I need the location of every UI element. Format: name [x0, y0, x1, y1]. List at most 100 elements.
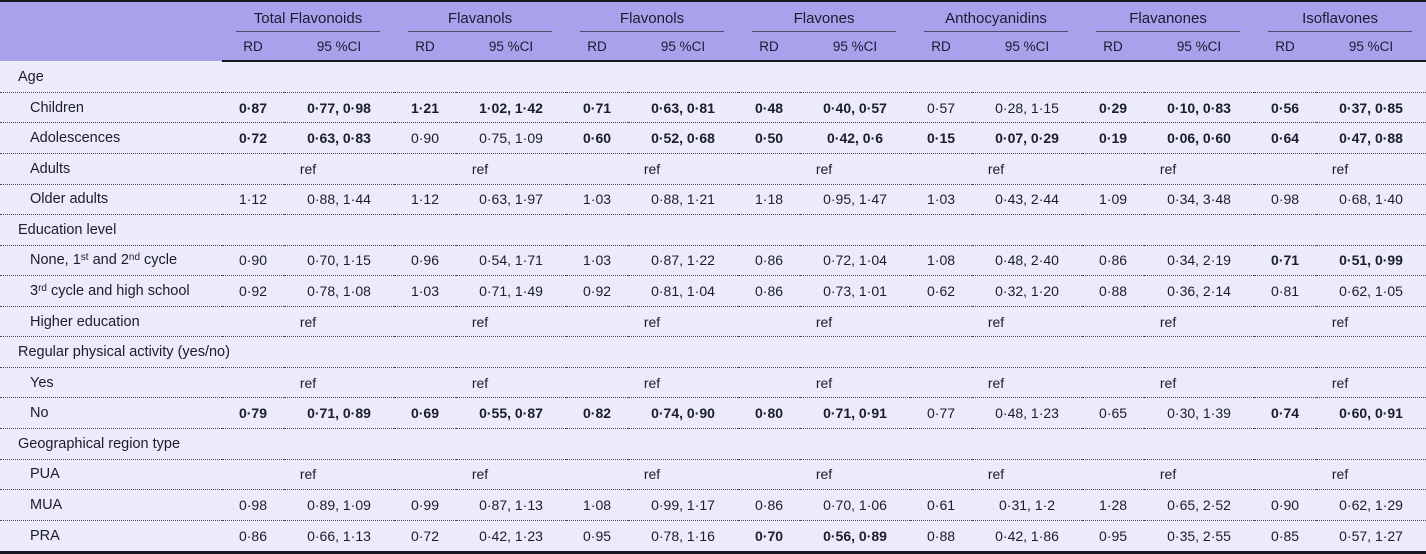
ci-value: 0·42, 0·6: [800, 122, 911, 154]
section-header-row: Education level: [0, 214, 1426, 246]
column-group-header: Anthocyanidins: [910, 1, 1083, 32]
rd-value: 0·56: [1254, 91, 1317, 123]
section-header-row: Geographical region type: [0, 427, 1426, 459]
rd-value: 0·50: [738, 122, 801, 154]
ref-cell: ref: [738, 458, 911, 490]
ref-cell: ref: [910, 153, 1083, 185]
ref-cell: ref: [1082, 458, 1255, 490]
rd-header: RD: [566, 32, 629, 62]
ci-value: 0·36, 2·14: [1144, 275, 1255, 307]
ci-value: 0·07, 0·29: [972, 122, 1083, 154]
ci-value: 0·66, 1·13: [284, 519, 394, 553]
rd-value: 1·03: [910, 183, 973, 215]
section-header-label: Age: [18, 68, 44, 85]
table-row: Adolescences 0·72 0·63, 0·83 0·90 0·75, 1·09…: [0, 122, 1426, 154]
row-label-text: Higher education: [30, 313, 140, 330]
rd-value: 0·57: [910, 91, 973, 123]
row-label-text: cycle and high school: [46, 282, 190, 299]
rd-value: 0·48: [738, 91, 801, 123]
row-label-superscript: rd: [38, 282, 47, 294]
column-group-underline: Flavonols: [580, 4, 725, 32]
rd-header: RD: [1254, 32, 1317, 62]
ci-value: 0·63, 1·97: [456, 183, 567, 215]
table-row: Adults ref ref ref ref ref ref ref: [0, 153, 1426, 185]
ref-cell: ref: [222, 153, 394, 185]
ci-value: 0·77, 0·98: [284, 91, 394, 123]
row-label: Higher education: [0, 305, 222, 337]
ci-value: 0·68, 1·40: [1316, 183, 1426, 215]
ci-value: 0·70, 1·15: [284, 244, 394, 276]
rd-value: 0·80: [738, 397, 801, 429]
rd-value: 0·90: [394, 122, 456, 154]
column-group-header: Total Flavonoids: [222, 1, 394, 32]
rd-value: 0·90: [1254, 489, 1317, 521]
rd-value: 1·03: [394, 275, 456, 307]
row-label-text: No: [30, 405, 49, 422]
ci-value: 0·72, 1·04: [800, 244, 911, 276]
row-label-superscript: nd: [128, 252, 141, 264]
ci-value: 0·71, 0·91: [800, 397, 911, 429]
section-header-label: Geographical region type: [0, 427, 1426, 459]
corner-cell: [0, 1, 222, 61]
row-label-text: and 2: [88, 252, 129, 269]
ci-value: 0·74, 0·90: [628, 397, 739, 429]
ci-value: 0·65, 2·52: [1144, 489, 1255, 521]
column-group-label: Flavanones: [1129, 10, 1207, 27]
ref-cell: ref: [738, 153, 911, 185]
rd-value: 0·85: [1254, 519, 1317, 553]
ref-cell: ref: [1254, 366, 1426, 398]
ref-cell: ref: [910, 458, 1083, 490]
ci-value: 0·95, 1·47: [800, 183, 911, 215]
ci-value: 0·62, 1·29: [1316, 489, 1426, 521]
ci-value: 0·48, 1·23: [972, 397, 1083, 429]
ci-header: 95 %CI: [972, 32, 1083, 62]
rd-value: 1·21: [394, 91, 456, 123]
ci-value: 0·51, 0·99: [1316, 244, 1426, 276]
column-group-header: Isoflavones: [1254, 1, 1426, 32]
ref-cell: ref: [222, 305, 394, 337]
rd-value: 0·74: [1254, 397, 1317, 429]
row-label: None, 1st and 2nd cycle: [0, 244, 222, 276]
section-header-row: Regular physical activity (yes/no): [0, 336, 1426, 368]
header-group-row: Total Flavonoids Flavanols Flavonols Flavon…: [0, 1, 1426, 61]
table-row: PRA 0·86 0·66, 1·13 0·72 0·42, 1·23 0·95 0·78,…: [0, 519, 1426, 553]
rd-value: 0·69: [394, 397, 456, 429]
ci-header: 95 %CI: [284, 32, 394, 62]
ci-value: 0·48, 2·40: [972, 244, 1083, 276]
ci-value: 0·71, 0·89: [284, 397, 394, 429]
column-group-header: Flavanols: [394, 1, 567, 32]
ref-cell: ref: [222, 366, 394, 398]
table-row: MUA 0·98 0·89, 1·09 0·99 0·87, 1·13 1·08 0·99,…: [0, 489, 1426, 521]
rd-value: 0·90: [222, 244, 284, 276]
rd-value: 0·92: [566, 275, 629, 307]
ci-value: 0·75, 1·09: [456, 122, 567, 154]
column-group-underline: Flavanones: [1096, 4, 1241, 32]
ci-value: 0·78, 1·16: [628, 519, 739, 553]
rd-value: 0·70: [738, 519, 801, 553]
ci-value: 0·73, 1·01: [800, 275, 911, 307]
ci-header: 95 %CI: [800, 32, 911, 62]
ci-value: 0·78, 1·08: [284, 275, 394, 307]
rd-header: RD: [910, 32, 973, 62]
rd-value: 0·86: [738, 489, 801, 521]
column-group-label: Flavanols: [447, 10, 513, 27]
ci-value: 0·43, 2·44: [972, 183, 1083, 215]
ci-value: 0·62, 1·05: [1316, 275, 1426, 307]
ci-value: 0·47, 0·88: [1316, 122, 1426, 154]
rd-value: 0·19: [1082, 122, 1145, 154]
rd-value: 0·81: [1254, 275, 1317, 307]
table-row: PUA ref ref ref ref ref ref ref: [0, 458, 1426, 490]
rd-value: 0·82: [566, 397, 629, 429]
row-label: Children: [0, 91, 222, 123]
ci-value: 0·55, 0·87: [456, 397, 567, 429]
column-group-header: Flavanones: [1082, 1, 1255, 32]
ci-value: 0·60, 0·91: [1316, 397, 1426, 429]
column-group-label: Anthocyanidins: [945, 10, 1047, 27]
ci-value: 0·35, 2·55: [1144, 519, 1255, 553]
row-label-text: PUA: [30, 466, 60, 483]
column-group-header: Flavones: [738, 1, 911, 32]
ci-value: 0·88, 1·44: [284, 183, 394, 215]
column-group-underline: Anthocyanidins: [924, 4, 1069, 32]
column-group-label: Isoflavones: [1302, 10, 1378, 27]
ci-value: 0·42, 1·23: [456, 519, 567, 553]
